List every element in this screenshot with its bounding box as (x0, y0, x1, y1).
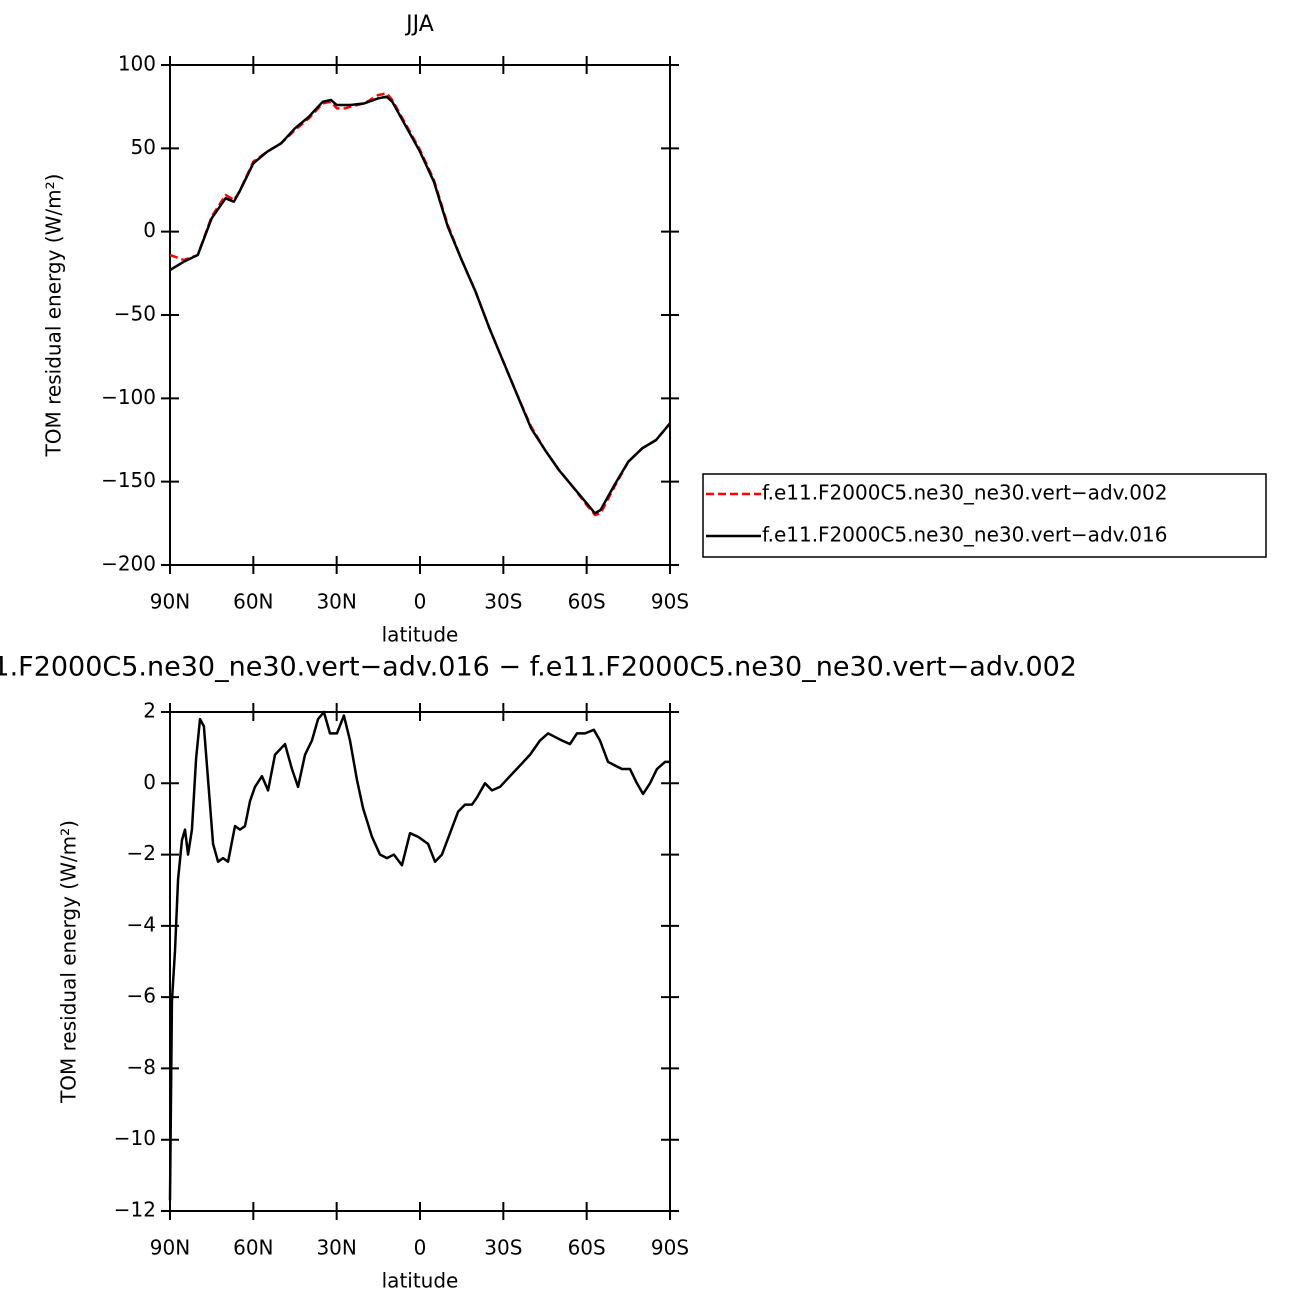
y-tick-label: 50 (131, 135, 156, 159)
y-tick-label: −150 (101, 468, 156, 492)
x-tick-label: 30N (316, 1236, 356, 1260)
x-axis-label: latitude (382, 1269, 459, 1293)
plot-frame (169, 64, 671, 566)
y-tick-label: 100 (118, 52, 156, 76)
x-tick-label: 60N (233, 1236, 273, 1260)
series-line (169, 95, 671, 515)
legend-box (702, 473, 1267, 558)
y-tick-label: −8 (127, 1055, 156, 1079)
x-tick-label: 60S (568, 590, 606, 614)
legend-label: f.e11.F2000C5.ne30_ne30.vert−adv.002 (762, 481, 1167, 505)
chart-title: JJA (404, 12, 434, 37)
y-tick-label: −2 (127, 841, 156, 865)
y-tick-label: 2 (143, 699, 156, 723)
legend-label: f.e11.F2000C5.ne30_ne30.vert−adv.016 (762, 523, 1167, 547)
x-tick-label: 30N (316, 590, 356, 614)
y-axis-label: TOM residual energy (W/m²) (42, 174, 66, 458)
y-tick-label: 0 (143, 770, 156, 794)
y-axis-label: TOM residual energy (W/m²) (57, 820, 81, 1104)
x-axis-label: latitude (382, 623, 459, 647)
x-tick-label: 90S (651, 590, 689, 614)
chart-title: f.e11.F2000C5.ne30_ne30.vert−adv.016 − f… (0, 652, 1077, 683)
y-tick-label: −12 (114, 1198, 156, 1222)
y-tick-label: −100 (101, 385, 156, 409)
x-tick-label: 60S (568, 1236, 606, 1260)
x-tick-label: 90N (150, 1236, 190, 1260)
x-tick-label: 0 (414, 590, 427, 614)
plot-frame (169, 711, 671, 1212)
x-tick-label: 30S (484, 1236, 522, 1260)
x-tick-label: 90N (150, 590, 190, 614)
y-tick-label: −6 (127, 984, 156, 1008)
y-tick-label: −4 (127, 912, 156, 936)
x-tick-label: 60N (233, 590, 273, 614)
x-tick-label: 90S (651, 1236, 689, 1260)
y-tick-label: 0 (143, 218, 156, 242)
y-tick-label: −50 (114, 302, 156, 326)
y-tick-label: −10 (114, 1126, 156, 1150)
x-tick-label: 0 (414, 1236, 427, 1260)
series-line (168, 710, 670, 1201)
series-line (169, 92, 671, 517)
y-tick-label: −200 (101, 552, 156, 576)
x-tick-label: 30S (484, 590, 522, 614)
